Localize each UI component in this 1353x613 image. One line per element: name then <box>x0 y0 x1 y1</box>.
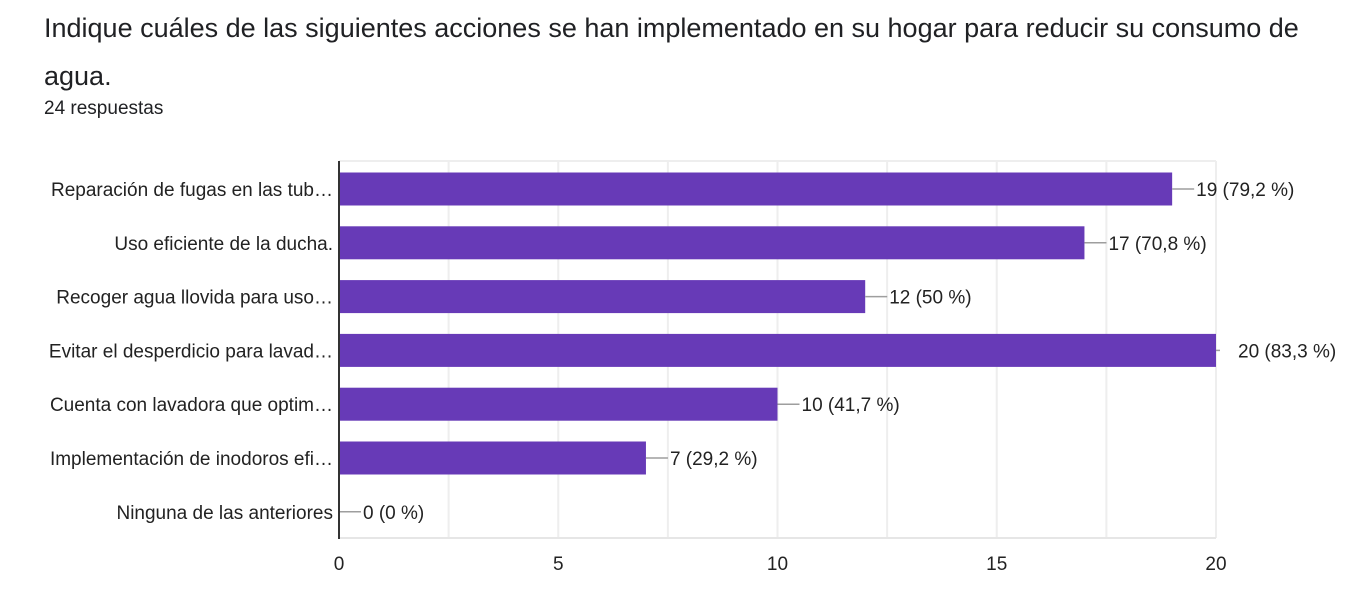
data-label: 12 (50 %) <box>889 288 971 309</box>
bar <box>339 172 1173 206</box>
category-label: Uso eficiente de la ducha. <box>114 234 333 255</box>
bar <box>339 387 778 421</box>
x-tick-label: 15 <box>986 554 1007 575</box>
category-label: Evitar el desperdicio para lavad… <box>49 341 333 362</box>
category-label: Recoger agua llovida para uso… <box>56 288 333 309</box>
bar <box>339 280 866 314</box>
bar <box>339 333 1216 367</box>
data-label: 20 (83,3 %) <box>1238 341 1336 362</box>
data-label: 7 (29,2 %) <box>670 449 758 470</box>
data-label: 17 (70,8 %) <box>1108 234 1206 255</box>
bar <box>339 226 1085 260</box>
x-tick-label: 5 <box>553 554 564 575</box>
bar <box>339 441 646 475</box>
category-label: Ninguna de las anteriores <box>116 503 333 524</box>
category-label: Implementación de inodoros efi… <box>50 449 333 470</box>
x-tick-label: 10 <box>767 554 788 575</box>
data-label: 10 (41,7 %) <box>802 395 900 416</box>
x-tick-label: 20 <box>1205 554 1226 575</box>
category-label: Cuenta con lavadora que optim… <box>50 395 333 416</box>
x-tick-label: 0 <box>334 554 345 575</box>
data-label: 0 (0 %) <box>363 503 424 524</box>
chart-title: Indique cuáles de las siguientes accione… <box>44 13 1299 91</box>
response-count: 24 respuestas <box>44 98 164 119</box>
data-label: 19 (79,2 %) <box>1196 180 1294 201</box>
category-label: Reparación de fugas en las tub… <box>51 180 333 201</box>
